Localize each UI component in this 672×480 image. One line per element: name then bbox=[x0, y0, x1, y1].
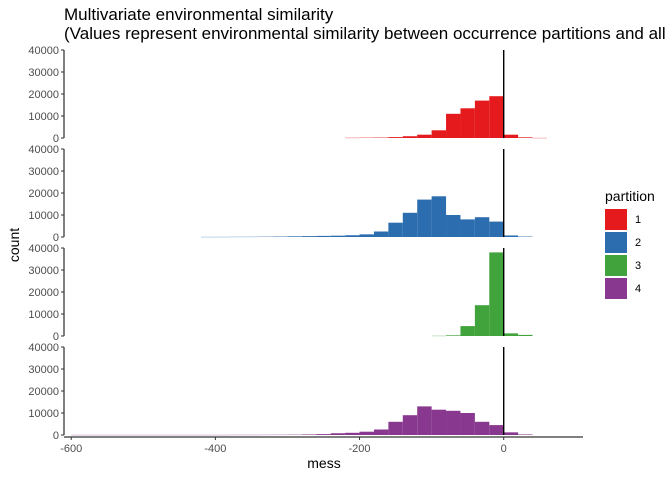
bar-p4-31 bbox=[518, 434, 533, 435]
bar-p3-5 bbox=[503, 333, 519, 336]
bar-p4-19 bbox=[345, 432, 360, 435]
legend-swatch-2 bbox=[605, 232, 627, 253]
x-tick-label-2: -200 bbox=[349, 443, 371, 455]
x-tick-label-3: 0 bbox=[501, 443, 507, 455]
panel-1: 0 10000 20000 30000 40000 bbox=[28, 45, 547, 145]
bar-p4-21 bbox=[373, 429, 389, 435]
bar-p4-28 bbox=[474, 421, 490, 435]
bar-p2-6 bbox=[287, 236, 302, 237]
x-tick-label-1: -400 bbox=[204, 443, 226, 455]
bar-p4-23 bbox=[402, 415, 418, 435]
y-tick-label-p3-4: 40000 bbox=[28, 243, 59, 255]
bar-p4-25 bbox=[431, 409, 447, 435]
bar-p4-29 bbox=[489, 425, 504, 435]
x-tick-label-0: -600 bbox=[60, 443, 82, 455]
legend-swatch-1 bbox=[605, 209, 627, 230]
legend: partition 1 2 3 4 bbox=[605, 188, 655, 299]
y-tick-label-p1-3: 30000 bbox=[28, 67, 59, 79]
bar-p1-7 bbox=[446, 113, 461, 138]
bar-p1-4 bbox=[402, 136, 418, 138]
bar-p4-16 bbox=[301, 434, 317, 435]
bar-p2-16 bbox=[431, 196, 447, 237]
bar-p1-12 bbox=[518, 137, 533, 138]
y-tick-label-p3-1: 10000 bbox=[28, 309, 59, 321]
bar-p4-24 bbox=[417, 406, 432, 435]
y-tick-label-p2-2: 20000 bbox=[28, 188, 59, 200]
bar-p4-22 bbox=[388, 421, 403, 435]
bar-p2-11 bbox=[359, 234, 374, 237]
y-tick-label-p2-0: 0 bbox=[53, 232, 59, 244]
legend-label-1: 1 bbox=[635, 214, 641, 226]
bar-p2-8 bbox=[316, 235, 331, 237]
y-tick-label-p1-1: 10000 bbox=[28, 111, 59, 123]
chart-title: Multivariate environmental similarity bbox=[64, 5, 334, 24]
legend-label-3: 3 bbox=[635, 260, 641, 272]
bar-p2-15 bbox=[417, 199, 432, 237]
bar-p3-6 bbox=[518, 334, 533, 336]
y-tick-label-p1-2: 20000 bbox=[28, 89, 59, 101]
y-tick-label-p3-0: 0 bbox=[53, 331, 59, 343]
y-tick-label-p2-4: 40000 bbox=[28, 144, 59, 156]
y-tick-label-p2-1: 10000 bbox=[28, 210, 59, 222]
bar-p4-17 bbox=[316, 434, 331, 435]
legend-label-4: 4 bbox=[635, 283, 641, 295]
bar-p2-21 bbox=[503, 235, 519, 237]
bar-p4-27 bbox=[460, 413, 475, 435]
bar-p1-11 bbox=[503, 134, 519, 138]
bar-p3-1 bbox=[446, 335, 461, 336]
bar-p3-3 bbox=[474, 305, 490, 336]
bar-p2-13 bbox=[388, 222, 403, 237]
bar-p2-10 bbox=[345, 235, 360, 237]
bar-p1-6 bbox=[431, 130, 447, 138]
bar-p2-7 bbox=[301, 236, 317, 237]
legend-swatch-3 bbox=[605, 255, 627, 276]
bar-p4-18 bbox=[330, 433, 346, 435]
bar-p2-20 bbox=[489, 221, 504, 237]
y-tick-label-p4-2: 20000 bbox=[28, 386, 59, 398]
bar-p2-14 bbox=[402, 212, 418, 237]
legend-label-2: 2 bbox=[635, 237, 641, 249]
bar-p2-9 bbox=[330, 235, 346, 237]
bar-p2-12 bbox=[373, 231, 389, 237]
bar-p4-26 bbox=[446, 410, 461, 435]
y-tick-label-p3-2: 20000 bbox=[28, 287, 59, 299]
legend-swatch-4 bbox=[605, 278, 627, 299]
panel-3: 0 10000 20000 30000 40000 bbox=[28, 243, 533, 343]
bar-p1-10 bbox=[489, 96, 504, 138]
bar-p3-2 bbox=[460, 326, 475, 336]
bar-p4-30 bbox=[503, 432, 519, 435]
x-axis: -600 -400 -200 0 bbox=[60, 436, 583, 455]
panel-4: 0 10000 20000 30000 40000 bbox=[28, 342, 533, 442]
y-tick-label-p4-4: 40000 bbox=[28, 342, 59, 354]
y-tick-label-p2-3: 30000 bbox=[28, 166, 59, 178]
bar-p2-19 bbox=[474, 217, 490, 237]
y-axis-title: count bbox=[6, 228, 22, 262]
chart-subtitle: (Values represent environmental similari… bbox=[64, 24, 666, 43]
bar-p1-5 bbox=[417, 134, 432, 138]
bar-p1-9 bbox=[474, 100, 490, 138]
panel-2: 0 10000 20000 30000 40000 bbox=[28, 144, 533, 244]
bar-p1-3 bbox=[388, 137, 403, 138]
x-axis-title: mess bbox=[307, 455, 340, 471]
y-tick-label-p1-0: 0 bbox=[53, 133, 59, 145]
y-tick-label-p3-3: 30000 bbox=[28, 265, 59, 277]
y-tick-label-p1-4: 40000 bbox=[28, 45, 59, 57]
bar-p1-8 bbox=[460, 108, 475, 138]
y-tick-label-p4-3: 30000 bbox=[28, 364, 59, 376]
bar-p2-18 bbox=[460, 219, 475, 237]
panels: 0100002000030000400000100002000030000400… bbox=[28, 45, 547, 442]
y-tick-label-p4-1: 10000 bbox=[28, 408, 59, 420]
bar-p4-20 bbox=[359, 431, 374, 435]
bar-p3-4 bbox=[489, 252, 504, 336]
bar-p2-17 bbox=[446, 215, 461, 237]
legend-title: partition bbox=[605, 188, 655, 204]
y-tick-label-p4-0: 0 bbox=[53, 430, 59, 442]
